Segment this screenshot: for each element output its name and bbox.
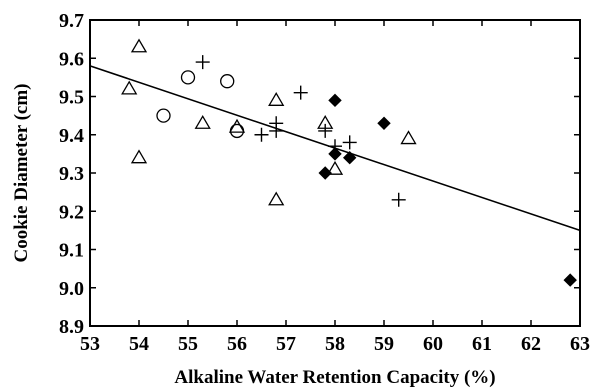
y-tick-label-5: 9.4	[59, 125, 84, 147]
point-triangle-open-0	[121, 80, 138, 95]
point-circle-open-3	[229, 123, 245, 139]
point-diamond-filled-2	[328, 147, 342, 161]
x-tick-label-6: 59	[374, 333, 394, 355]
x-tick-label-4: 57	[276, 333, 296, 355]
point-triangle-open-8	[326, 160, 344, 175]
point-plus-1	[254, 127, 269, 142]
point-triangle-open-3	[194, 114, 211, 129]
y-tick-label-1: 9.0	[59, 278, 84, 300]
y-tick-label-6: 9.5	[59, 87, 84, 109]
point-circle-open-2	[220, 74, 235, 89]
y-tick-label-2: 9.1	[59, 240, 84, 262]
point-plus-8	[391, 192, 406, 207]
point-triangle-open-9	[400, 130, 417, 145]
x-tick-label-5: 58	[325, 333, 345, 355]
point-diamond-filled-1	[328, 93, 342, 108]
x-tick-label-3: 56	[227, 333, 247, 355]
y-axis-label: Cookie Diameter (cm)	[11, 83, 32, 262]
point-triangle-open-1	[130, 38, 148, 53]
data-points	[121, 38, 577, 287]
x-tick-label-10: 63	[570, 333, 590, 355]
x-tick-label-8: 61	[472, 333, 492, 355]
axis-tick-labels: 53 54 55 56 57 58 59 60 61 62 63 8.9 9.0 9.1 9.2 9.3 9.4…	[59, 10, 590, 355]
y-tick-label-7: 9.6	[59, 48, 84, 70]
y-tick-label-8: 9.7	[59, 10, 84, 32]
x-axis-label: Alkaline Water Retention Capacity (%)	[174, 367, 495, 388]
x-tick-label-1: 54	[129, 333, 149, 355]
point-diamond-filled-3	[342, 150, 357, 165]
point-plus-4	[293, 85, 308, 100]
y-tick-label-0: 8.9	[59, 316, 84, 338]
x-tick-label-0: 53	[80, 333, 100, 355]
y-tick-label-4: 9.3	[59, 163, 84, 185]
x-tick-label-2: 55	[178, 333, 198, 355]
point-triangle-open-6	[268, 191, 285, 206]
point-plus-7	[342, 135, 357, 150]
plot-area-frame	[89, 19, 581, 327]
point-plus-0	[195, 55, 210, 70]
y-tick-label-3: 9.2	[59, 201, 84, 223]
point-diamond-filled-4	[377, 116, 391, 130]
x-tick-label-7: 60	[423, 333, 443, 355]
x-tick-label-9: 62	[521, 333, 541, 355]
point-plus-5	[318, 123, 333, 138]
axis-ticks	[89, 19, 581, 327]
point-plus-3	[269, 123, 284, 138]
point-triangle-open-5	[268, 92, 285, 106]
point-circle-open-1	[180, 70, 196, 85]
point-diamond-filled-0	[318, 166, 332, 180]
point-diamond-filled-5	[563, 273, 577, 287]
point-triangle-open-2	[130, 149, 148, 164]
point-circle-open-0	[156, 108, 171, 123]
